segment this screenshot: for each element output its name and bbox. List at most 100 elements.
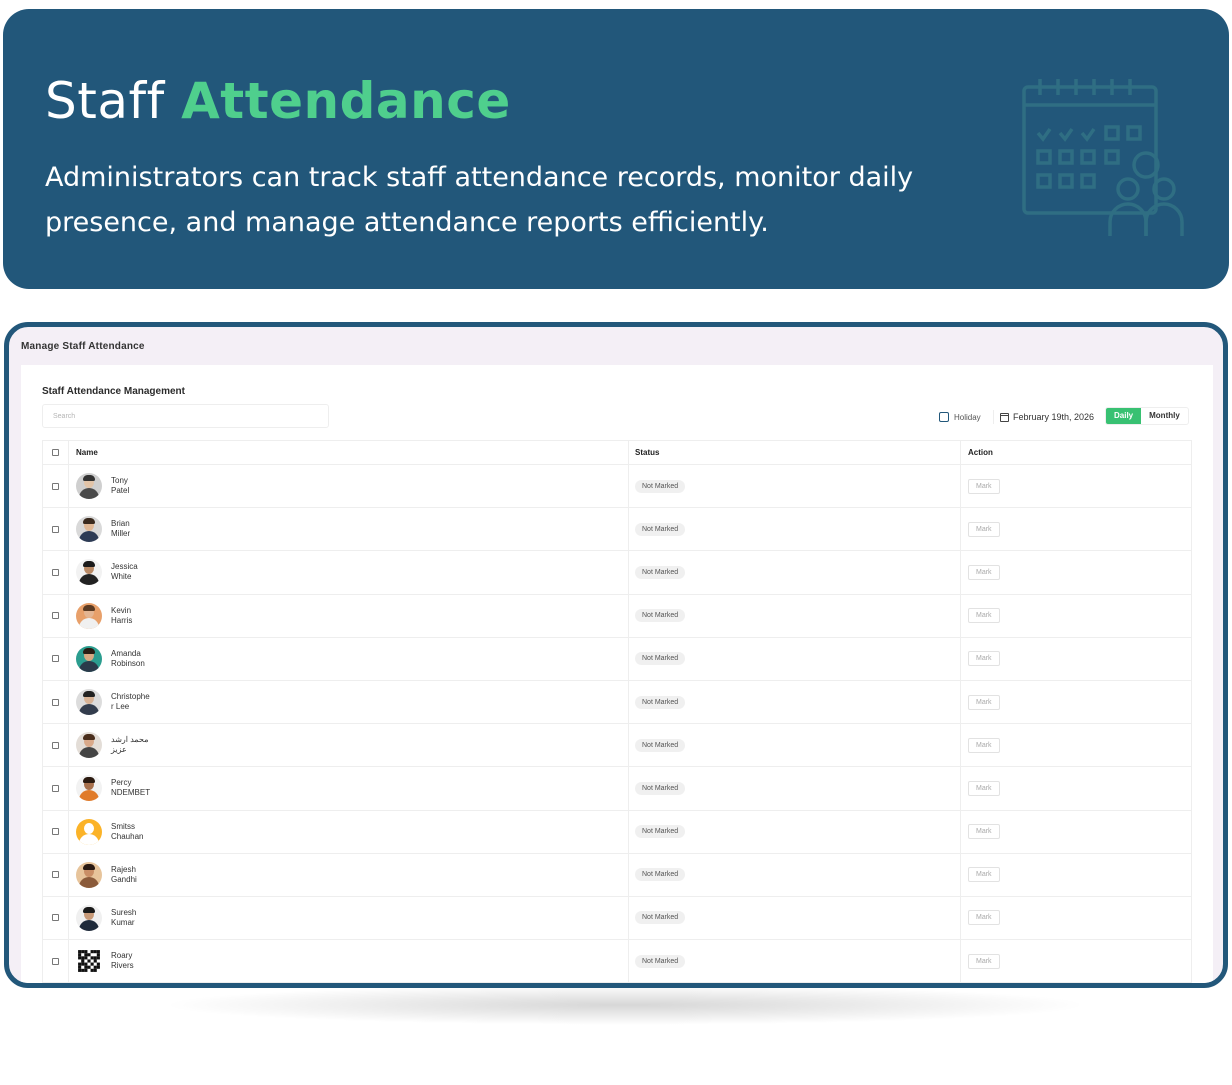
status-badge: Not Marked — [635, 522, 686, 536]
monthly-button[interactable]: Monthly — [1149, 411, 1180, 420]
status-badge: Not Marked — [635, 825, 686, 839]
mark-button[interactable]: Mark — [968, 953, 1000, 969]
status-badge: Not Marked — [635, 565, 686, 579]
row-checkbox[interactable] — [52, 568, 59, 576]
date-picker[interactable]: February 19th, 2026 — [993, 410, 1094, 424]
staff-name: Percy NDEMBET — [111, 778, 150, 798]
row-checkbox[interactable] — [52, 828, 59, 836]
calendar-icon — [1000, 412, 1009, 422]
status-cell: Not Marked — [628, 810, 960, 853]
staff-last-name: Miller — [111, 529, 131, 539]
avatar — [76, 818, 102, 845]
action-cell: Mark — [960, 637, 1191, 680]
table-row: Roary Rivers Not Marked Mark — [43, 940, 1191, 983]
search-input[interactable]: Search — [42, 404, 329, 428]
action-cell: Mark — [960, 853, 1191, 896]
row-checkbox[interactable] — [52, 525, 59, 533]
staff-name-cell: Percy NDEMBET — [68, 767, 628, 810]
action-cell: Mark — [960, 551, 1191, 594]
daily-button[interactable]: Daily — [1106, 408, 1142, 424]
mark-button[interactable]: Mark — [968, 478, 1000, 494]
status-badge: Not Marked — [635, 911, 686, 925]
status-badge: Not Marked — [635, 738, 686, 752]
status-cell: Not Marked — [628, 940, 960, 983]
staff-first-name: Rajesh — [111, 864, 136, 874]
status-badge: Not Marked — [635, 695, 686, 709]
attendance-table: Name Status Action Tony Patel Not Marked… — [42, 440, 1192, 983]
hero-title-plain: Staff — [45, 72, 165, 130]
staff-name: Roary Rivers — [111, 951, 134, 971]
mark-button[interactable]: Mark — [968, 780, 1000, 796]
mark-button[interactable]: Mark — [968, 824, 1000, 840]
status-cell: Not Marked — [628, 724, 960, 767]
staff-last-name: Robinson — [111, 658, 145, 668]
row-checkbox[interactable] — [52, 741, 59, 749]
staff-first-name: Christophe — [111, 692, 150, 702]
staff-first-name: Tony — [111, 476, 128, 486]
holiday-toggle[interactable]: Holiday — [939, 412, 981, 422]
table-row: Kevin Harris Not Marked Mark — [43, 594, 1191, 638]
staff-last-name: White — [111, 572, 132, 582]
staff-first-name: Brian — [111, 519, 130, 529]
status-cell: Not Marked — [628, 853, 960, 896]
staff-name: Rajesh Gandhi — [111, 865, 137, 885]
staff-name-cell: Jessica White — [68, 551, 628, 594]
mark-button[interactable]: Mark — [968, 608, 1000, 624]
holiday-checkbox[interactable] — [939, 412, 949, 422]
status-badge: Not Marked — [635, 479, 686, 493]
avatar — [76, 473, 102, 500]
date-label: February 19th, 2026 — [1013, 412, 1095, 422]
staff-last-name: Rivers — [111, 961, 134, 971]
action-cell: Mark — [960, 896, 1191, 940]
action-cell: Mark — [960, 810, 1191, 853]
column-name: Name — [68, 441, 628, 464]
mark-button[interactable]: Mark — [968, 521, 1000, 537]
row-checkbox[interactable] — [52, 698, 59, 706]
table-row: Christophe r Lee Not Marked Mark — [43, 680, 1191, 725]
app-window: Manage Staff Attendance Staff Attendance… — [4, 322, 1228, 988]
table-body: Tony Patel Not Marked Mark Brian Miller … — [43, 465, 1191, 983]
action-cell: Mark — [960, 508, 1191, 551]
select-all-checkbox[interactable] — [52, 449, 59, 456]
staff-last-name: NDEMBET — [111, 788, 151, 798]
row-checkbox[interactable] — [52, 612, 59, 620]
hero-title: Staff Attendance — [45, 71, 511, 131]
table-row: Rajesh Gandhi Not Marked Mark — [43, 853, 1191, 897]
staff-name-cell: Rajesh Gandhi — [68, 853, 628, 896]
mark-button[interactable]: Mark — [968, 564, 1000, 580]
mark-button[interactable]: Mark — [968, 867, 1000, 883]
action-cell: Mark — [960, 465, 1191, 508]
status-badge: Not Marked — [635, 868, 686, 882]
row-checkbox[interactable] — [52, 871, 59, 879]
table-row: Percy NDEMBET Not Marked Mark — [43, 767, 1191, 811]
status-badge: Not Marked — [635, 652, 686, 666]
row-checkbox[interactable] — [52, 914, 59, 922]
row-checkbox[interactable] — [52, 784, 59, 792]
staff-last-name: Harris — [111, 615, 133, 625]
status-badge: Not Marked — [635, 954, 686, 968]
row-checkbox[interactable] — [52, 655, 59, 663]
staff-first-name: Jessica — [111, 562, 138, 572]
staff-name: محمد ارشد عزیز — [111, 735, 148, 755]
holiday-label: Holiday — [954, 412, 981, 422]
staff-name-cell: Christophe r Lee — [68, 680, 628, 724]
status-cell: Not Marked — [628, 551, 960, 594]
mark-button[interactable]: Mark — [968, 737, 1000, 753]
mark-button[interactable]: Mark — [968, 910, 1000, 926]
table-row: Jessica White Not Marked Mark — [43, 551, 1191, 595]
staff-name: Amanda Robinson — [111, 649, 145, 669]
mark-button[interactable]: Mark — [968, 694, 1000, 710]
status-cell: Not Marked — [628, 594, 960, 637]
avatar — [76, 689, 102, 716]
staff-last-name: Patel — [111, 486, 130, 496]
row-checkbox[interactable] — [52, 957, 59, 965]
action-cell: Mark — [960, 594, 1191, 637]
mark-button[interactable]: Mark — [968, 651, 1000, 667]
card-title: Staff Attendance Management — [42, 386, 185, 397]
staff-first-name: Kevin — [111, 605, 132, 615]
staff-name: Jessica White — [111, 562, 138, 582]
calendar-staff-icon — [1022, 79, 1184, 236]
staff-last-name: Kumar — [111, 917, 135, 927]
staff-first-name: Percy — [111, 778, 132, 788]
row-checkbox[interactable] — [52, 482, 59, 490]
